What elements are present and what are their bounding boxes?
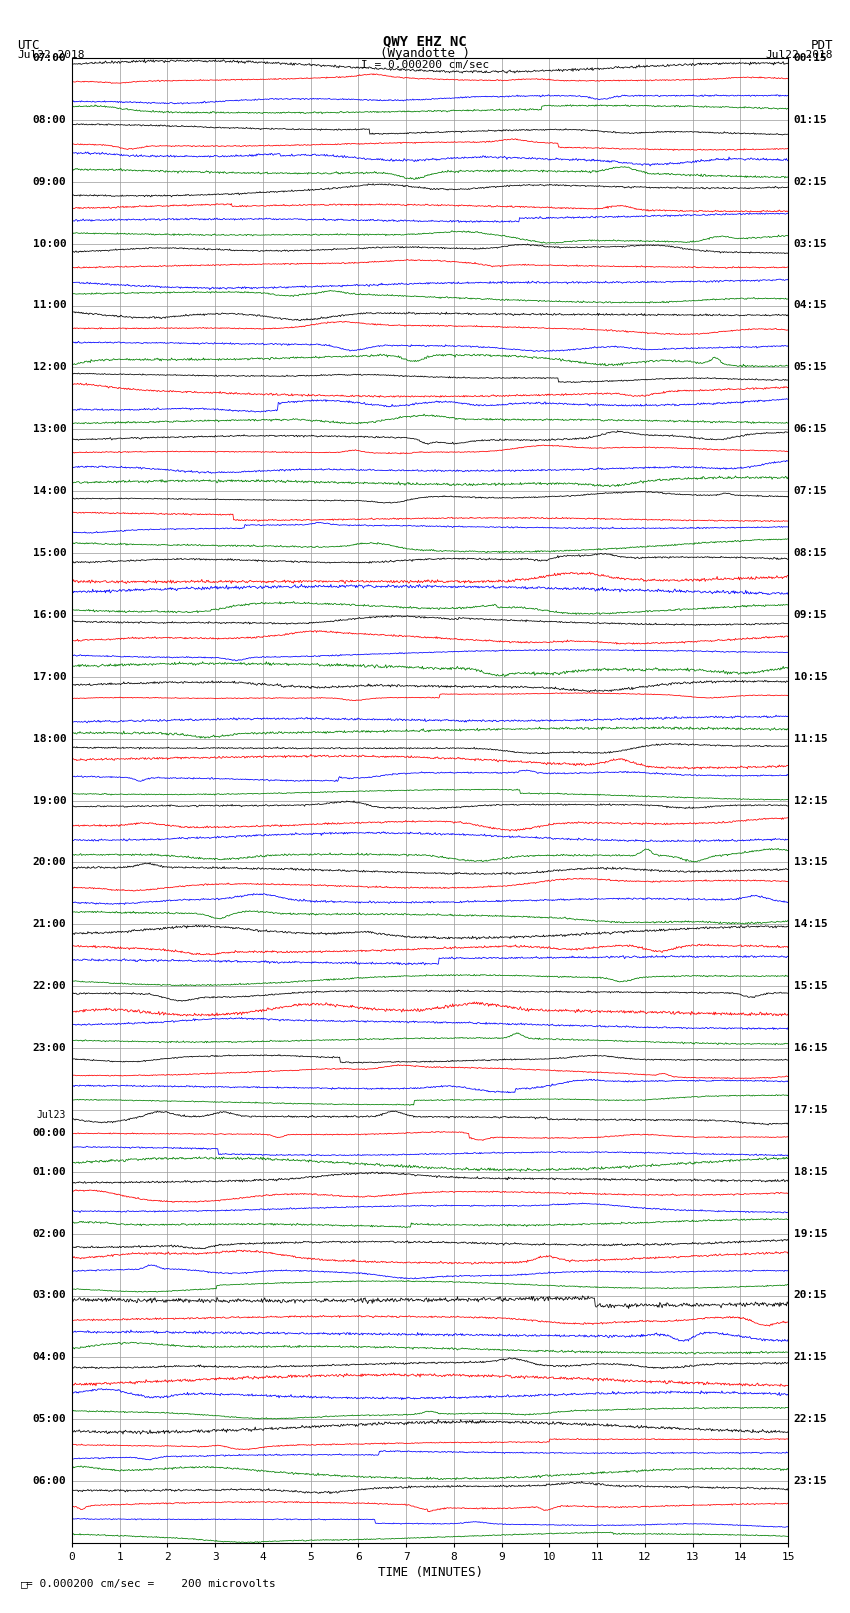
Text: Jul22,2018: Jul22,2018	[766, 50, 833, 60]
Text: 21:00: 21:00	[32, 919, 66, 929]
Text: 22:00: 22:00	[32, 981, 66, 990]
Text: = 0.000200 cm/sec =    200 microvolts: = 0.000200 cm/sec = 200 microvolts	[26, 1579, 275, 1589]
Text: Jul23: Jul23	[37, 1110, 66, 1119]
Text: 19:15: 19:15	[794, 1229, 828, 1239]
Text: 11:15: 11:15	[794, 734, 828, 744]
Text: 11:00: 11:00	[32, 300, 66, 310]
Text: 13:15: 13:15	[794, 858, 828, 868]
Text: 00:00: 00:00	[32, 1129, 66, 1139]
Text: 04:15: 04:15	[794, 300, 828, 310]
Text: 06:00: 06:00	[32, 1476, 66, 1486]
Text: 14:15: 14:15	[794, 919, 828, 929]
Text: I = 0.000200 cm/sec: I = 0.000200 cm/sec	[361, 60, 489, 69]
Text: 08:15: 08:15	[794, 548, 828, 558]
Text: 16:00: 16:00	[32, 610, 66, 619]
Text: 09:15: 09:15	[794, 610, 828, 619]
Text: 04:00: 04:00	[32, 1352, 66, 1363]
Text: 01:15: 01:15	[794, 115, 828, 124]
Text: 10:00: 10:00	[32, 239, 66, 248]
Text: 03:15: 03:15	[794, 239, 828, 248]
Text: 19:00: 19:00	[32, 795, 66, 805]
Text: 05:15: 05:15	[794, 363, 828, 373]
Text: 09:00: 09:00	[32, 177, 66, 187]
Text: 07:00: 07:00	[32, 53, 66, 63]
Text: 15:15: 15:15	[794, 981, 828, 990]
Text: UTC: UTC	[17, 39, 39, 52]
Text: QWY EHZ NC: QWY EHZ NC	[383, 34, 467, 48]
Text: PDT: PDT	[811, 39, 833, 52]
Text: 12:00: 12:00	[32, 363, 66, 373]
Text: 00:15: 00:15	[794, 53, 828, 63]
Text: Jul22,2018: Jul22,2018	[17, 50, 84, 60]
Text: 07:15: 07:15	[794, 486, 828, 497]
Text: 18:15: 18:15	[794, 1166, 828, 1177]
Text: 12:15: 12:15	[794, 795, 828, 805]
Text: 17:15: 17:15	[794, 1105, 828, 1115]
Text: 02:00: 02:00	[32, 1229, 66, 1239]
X-axis label: TIME (MINUTES): TIME (MINUTES)	[377, 1566, 483, 1579]
Text: 17:00: 17:00	[32, 671, 66, 682]
Text: 15:00: 15:00	[32, 548, 66, 558]
Text: 16:15: 16:15	[794, 1044, 828, 1053]
Text: 14:00: 14:00	[32, 486, 66, 497]
Text: □: □	[21, 1579, 28, 1589]
Text: 18:00: 18:00	[32, 734, 66, 744]
Text: 23:00: 23:00	[32, 1044, 66, 1053]
Text: 13:00: 13:00	[32, 424, 66, 434]
Text: 02:15: 02:15	[794, 177, 828, 187]
Text: (Wyandotte ): (Wyandotte )	[380, 47, 470, 60]
Text: 05:00: 05:00	[32, 1415, 66, 1424]
Text: 08:00: 08:00	[32, 115, 66, 124]
Text: 10:15: 10:15	[794, 671, 828, 682]
Text: 20:00: 20:00	[32, 858, 66, 868]
Text: 22:15: 22:15	[794, 1415, 828, 1424]
Text: 01:00: 01:00	[32, 1166, 66, 1177]
Text: 03:00: 03:00	[32, 1290, 66, 1300]
Text: 20:15: 20:15	[794, 1290, 828, 1300]
Text: 21:15: 21:15	[794, 1352, 828, 1363]
Text: 23:15: 23:15	[794, 1476, 828, 1486]
Text: 06:15: 06:15	[794, 424, 828, 434]
